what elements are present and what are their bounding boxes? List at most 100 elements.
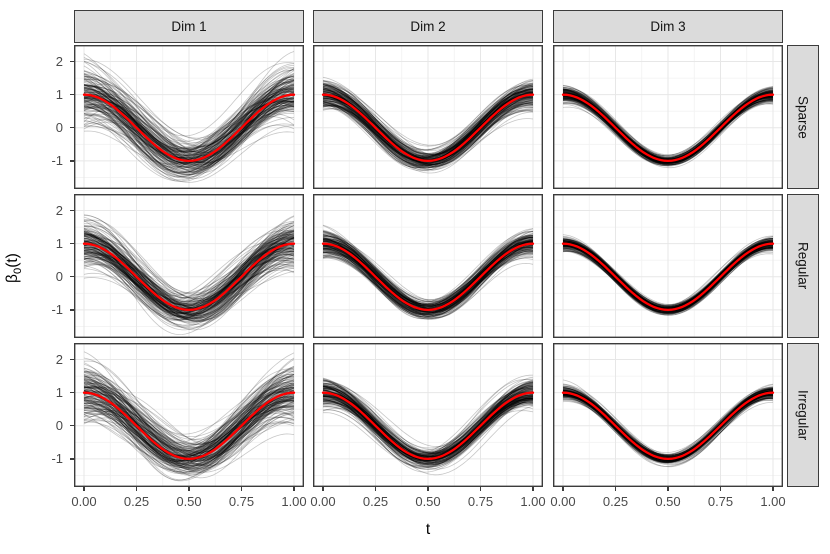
estimate-curve	[563, 389, 774, 456]
estimate-curve	[83, 385, 295, 454]
estimate-curve	[322, 97, 534, 171]
estimate-curve	[84, 234, 295, 307]
estimate-curve	[83, 388, 295, 475]
estimate-curve	[84, 79, 295, 159]
x-tick-mark	[772, 487, 774, 491]
y-tick-mark	[70, 358, 74, 361]
facet-row-label-irregular: Irregular	[795, 389, 811, 441]
estimate-curve	[83, 243, 295, 305]
estimate-curve	[83, 234, 295, 307]
estimate-curve	[562, 387, 774, 458]
estimate-curve	[322, 387, 534, 457]
estimate-curve	[322, 399, 534, 468]
estimate-curve	[83, 239, 295, 309]
estimate-curve	[322, 377, 534, 452]
estimate-curve	[322, 93, 534, 163]
estimate-curve	[322, 234, 534, 309]
estimate-curve	[322, 232, 534, 301]
estimate-curve	[322, 242, 534, 305]
estimate-curve	[83, 384, 295, 472]
estimate-curve	[322, 88, 534, 156]
panel-dim3-irregular	[553, 343, 783, 487]
estimate-curve	[322, 83, 534, 151]
estimate-curve	[83, 242, 295, 318]
estimate-curve	[562, 240, 774, 306]
estimate-curve	[83, 392, 295, 466]
estimate-curve	[83, 233, 295, 314]
estimate-curve	[563, 240, 774, 306]
estimate-curve	[83, 61, 295, 165]
estimate-curve	[322, 379, 534, 458]
estimate-curve	[322, 90, 534, 150]
estimate-curve	[83, 237, 295, 315]
estimate-curve	[563, 99, 774, 166]
estimate-curve	[322, 95, 534, 167]
estimate-curve	[83, 376, 295, 459]
y-tick-mark	[70, 458, 74, 460]
estimate-curve	[562, 97, 773, 163]
estimate-curve	[83, 248, 295, 324]
estimate-curve	[83, 244, 295, 331]
estimate-curve	[83, 371, 295, 459]
estimate-curve	[323, 397, 534, 466]
estimate-curve	[322, 85, 534, 160]
estimate-curve	[322, 93, 534, 168]
estimate-curve	[562, 388, 774, 456]
estimate-curve	[322, 246, 534, 314]
estimate-curve	[562, 88, 774, 159]
estimate-curve	[322, 234, 534, 303]
estimate-curve	[83, 250, 295, 320]
estimate-curve	[84, 79, 295, 160]
estimate-curve	[83, 260, 295, 321]
x-tick-label: 0.50	[655, 494, 681, 509]
estimate-curve	[323, 385, 534, 454]
estimate-curve	[83, 229, 295, 318]
estimate-curve	[83, 238, 295, 314]
x-tick-mark	[293, 487, 295, 491]
estimate-curve	[322, 382, 534, 462]
estimate-curve	[322, 91, 534, 164]
estimate-curve	[83, 254, 295, 326]
estimate-curve	[322, 91, 534, 170]
estimate-curve	[83, 91, 295, 163]
estimate-curve	[323, 240, 534, 308]
estimate-curve	[322, 94, 533, 157]
estimate-curve	[83, 221, 295, 299]
estimate-curve	[322, 395, 534, 466]
estimate-curve	[83, 248, 295, 323]
estimate-curve	[322, 104, 534, 165]
estimate-curve	[83, 224, 295, 310]
estimate-curve	[322, 103, 534, 174]
estimate-curve	[322, 392, 533, 456]
estimate-curve	[322, 378, 534, 456]
estimate-curve	[562, 96, 774, 167]
estimate-curve	[83, 382, 295, 456]
estimate-curve	[83, 216, 295, 314]
estimate-curve	[322, 103, 534, 164]
estimate-curve	[562, 385, 774, 457]
facet-row-label-sparse: Sparse	[795, 95, 811, 139]
estimate-curve	[323, 394, 534, 462]
estimate-curve	[83, 376, 295, 454]
estimate-curve	[83, 80, 295, 165]
estimate-curve	[562, 246, 773, 314]
estimate-curve	[83, 78, 295, 140]
estimate-curve	[83, 84, 295, 160]
estimate-curve	[83, 386, 294, 482]
estimate-curve	[83, 379, 295, 452]
estimate-curve	[83, 238, 295, 315]
estimate-curve	[322, 251, 534, 319]
estimate-curve	[83, 231, 295, 317]
estimate-curve	[322, 390, 534, 458]
estimate-curve	[322, 237, 534, 309]
estimate-curve	[562, 96, 774, 166]
y-tick-mark	[70, 309, 74, 311]
estimate-curve	[83, 97, 295, 166]
estimate-curve	[83, 84, 295, 152]
estimate-curve	[83, 248, 295, 319]
estimate-curve	[562, 90, 774, 163]
estimate-curve	[323, 93, 534, 165]
estimate-curve	[563, 97, 774, 164]
estimate-curve	[83, 394, 295, 459]
panel-border	[74, 194, 304, 338]
